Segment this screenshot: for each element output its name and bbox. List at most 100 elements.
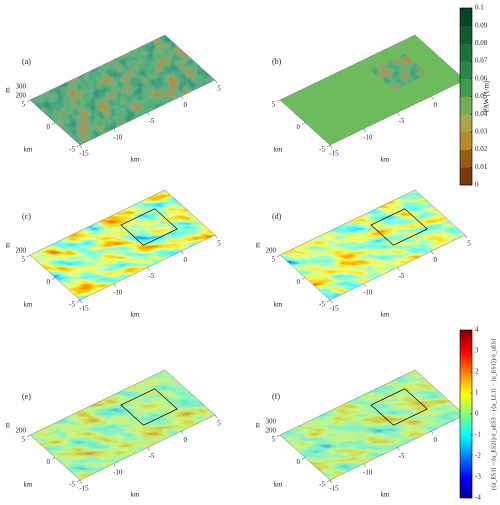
x-axis-label: km	[381, 156, 391, 164]
z-tick-label: 300	[266, 418, 277, 426]
panel-label: (a)	[22, 57, 31, 66]
surface	[30, 370, 215, 480]
colorbar-label: PAW [1/m]	[483, 81, 491, 113]
colorbar-tick-label: 4	[475, 326, 479, 334]
surface-fill	[280, 35, 465, 145]
panel-label: (b)	[272, 57, 282, 66]
x-tick	[464, 234, 468, 239]
y-axis-label: km	[24, 481, 34, 489]
z-tick-label: 200	[16, 427, 27, 435]
x-tick-label: 5	[217, 240, 221, 248]
x-tick-label: 0	[184, 256, 188, 264]
y-tick-label: 5	[272, 101, 276, 109]
panel-label: (f)	[272, 392, 280, 401]
y-tick-label: 5	[22, 101, 26, 109]
x-tick	[363, 463, 366, 467]
z-axis-label: m	[4, 87, 12, 93]
colorbar-tick-label: 0.03	[475, 128, 488, 136]
surface-tint	[280, 370, 465, 480]
y-tick	[326, 299, 331, 303]
y-tick-label: -5	[69, 301, 75, 309]
inner-box	[120, 388, 178, 426]
y-tick	[76, 299, 81, 303]
x-tick-label: 5	[467, 240, 471, 248]
y-tick	[51, 457, 56, 460]
colorbar-tick-label: 0.02	[475, 145, 488, 153]
colorbar-band	[460, 78, 472, 97]
colorbar-band	[460, 96, 472, 115]
y-tick-label: 0	[47, 458, 51, 466]
surface	[30, 35, 215, 145]
x-tick-label: -15	[79, 485, 89, 493]
panel-label: (d)	[272, 212, 282, 221]
colorbar-tick-label: 0.06	[475, 74, 488, 82]
x-tick-label: -10	[363, 468, 373, 476]
x-tick-label: 0	[434, 436, 438, 444]
colorbar-tick-label: 0.07	[475, 57, 488, 65]
x-tick	[431, 251, 434, 255]
colorbar-tick-label: -4	[475, 494, 481, 502]
panel-label: (c)	[22, 212, 31, 221]
colorbar-tick-label: 0	[475, 410, 479, 418]
colorbar-band	[460, 25, 472, 44]
colorbar-band	[460, 167, 472, 186]
y-tick	[301, 122, 306, 125]
y-tick	[26, 254, 31, 258]
colorbar-tick-label: 2	[475, 368, 479, 376]
x-tick-label: 5	[217, 85, 221, 93]
y-tick	[276, 434, 281, 438]
x-tick	[113, 283, 116, 287]
x-tick	[181, 431, 184, 435]
x-tick-label: 5	[217, 420, 221, 428]
colorbar-tick-label: -3	[475, 473, 481, 481]
x-tick-label: -5	[149, 272, 155, 280]
y-tick	[301, 277, 306, 280]
x-tick	[214, 79, 218, 84]
x-tick	[79, 144, 83, 149]
colorbar-tick-label: 3	[475, 347, 479, 355]
colorbar-tick-label: -1	[475, 431, 481, 439]
x-tick	[214, 414, 218, 419]
x-tick	[79, 299, 83, 304]
x-tick-label: -10	[113, 468, 123, 476]
colorbar-tick-label: 0.09	[475, 21, 488, 29]
colorbar-band	[460, 131, 472, 150]
x-tick-label: -5	[149, 452, 155, 460]
x-tick	[397, 447, 400, 451]
x-tick-label: -10	[113, 288, 123, 296]
z-axis-label: m	[254, 422, 262, 428]
x-tick	[397, 267, 400, 271]
y-tick-label: 5	[22, 436, 26, 444]
y-tick	[76, 479, 81, 483]
x-tick	[329, 479, 333, 484]
colorbar-label: (⟨u_ES3⟩ − ⟨u_ES2⟩)/σ_uES3 − (⟨u_LL1⟩ − …	[490, 338, 497, 490]
surface	[280, 190, 465, 300]
colorbar-band	[460, 61, 472, 80]
colorbar-tick-label: 0.1	[475, 4, 484, 12]
y-tick	[26, 434, 31, 438]
colorbar-tick-label: 0	[475, 181, 479, 189]
x-axis-label: km	[381, 311, 391, 319]
y-tick-label: 0	[297, 458, 301, 466]
x-tick-label: -5	[399, 452, 405, 460]
x-tick-label: -15	[329, 150, 339, 158]
x-tick	[431, 431, 434, 435]
y-axis-label: km	[24, 301, 34, 309]
colorbar-fill	[460, 330, 472, 498]
y-tick	[326, 144, 331, 148]
inner-box	[120, 208, 178, 246]
surface	[280, 370, 465, 480]
x-tick	[329, 144, 333, 149]
inner-box	[370, 388, 428, 426]
x-tick	[147, 447, 150, 451]
colorbar-tick-label: 0.08	[475, 39, 488, 47]
y-tick-label: 5	[272, 436, 276, 444]
x-tick-label: -10	[363, 133, 373, 141]
y-tick	[51, 277, 56, 280]
x-axis-label: km	[131, 491, 141, 499]
y-tick	[301, 457, 306, 460]
colorbar-tick-label: 0.04	[475, 110, 488, 118]
y-tick-label: 5	[272, 256, 276, 264]
x-tick	[363, 128, 366, 132]
